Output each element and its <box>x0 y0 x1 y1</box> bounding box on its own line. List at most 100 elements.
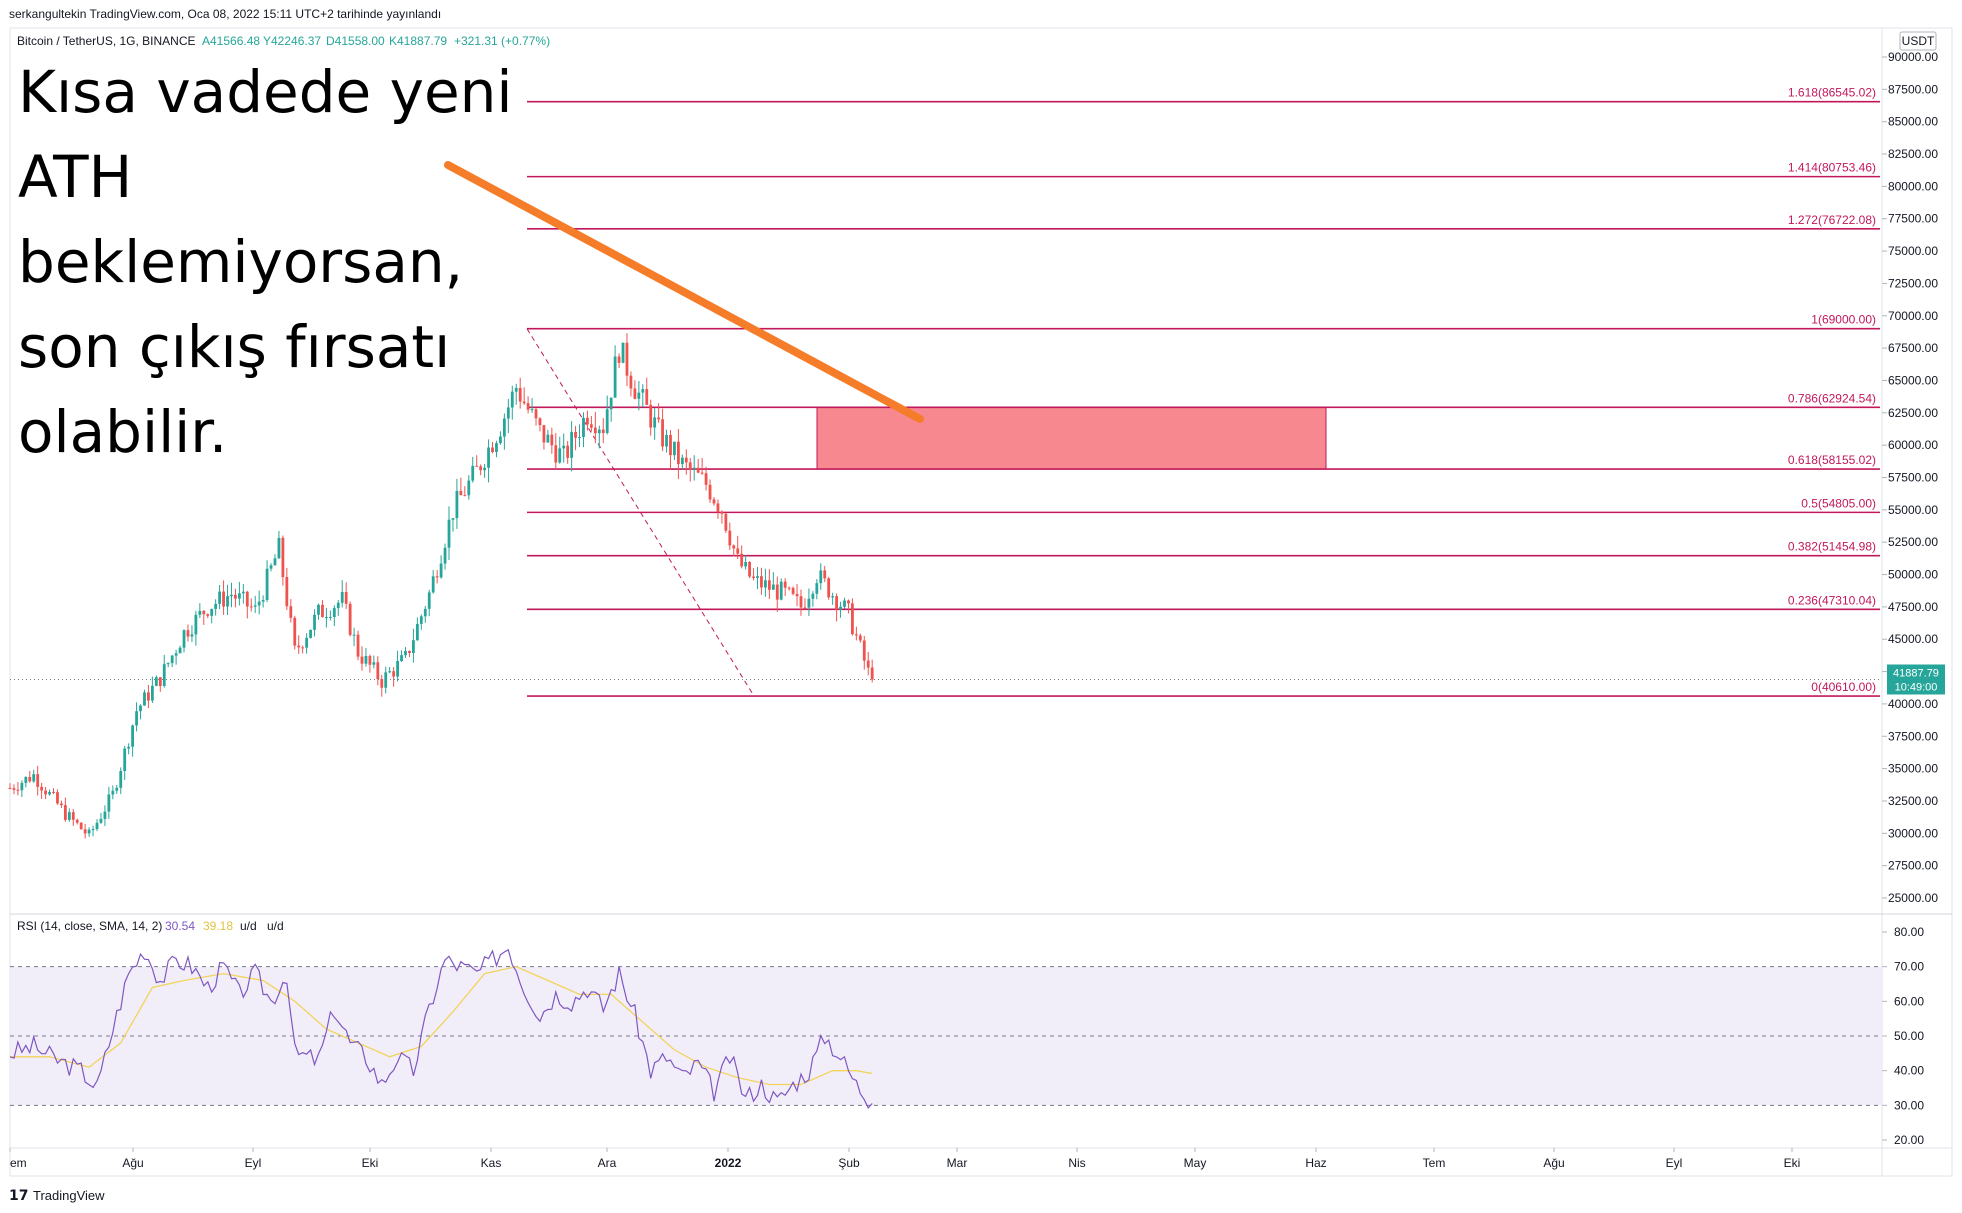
candle-body <box>625 342 629 376</box>
candle-body <box>186 630 190 637</box>
candle-body <box>419 616 423 624</box>
candle-body <box>862 640 866 661</box>
publisher-line: serkangultekin TradingView.com, Oca 08, … <box>9 7 441 21</box>
candle-body <box>546 434 550 443</box>
candle-body <box>237 593 241 599</box>
candle-body <box>305 637 309 648</box>
candle-body <box>24 776 28 783</box>
candle-body <box>787 587 791 589</box>
candle-body <box>455 490 459 519</box>
supply-zone[interactable] <box>816 406 1327 470</box>
rsi-label: RSI (14, close, SMA, 14, 2) <box>17 919 162 933</box>
candle-body <box>700 472 704 474</box>
price-tick-label: 50000.00 <box>1888 568 1938 582</box>
candle-body <box>843 600 846 607</box>
candle-body <box>479 466 483 471</box>
candle-body <box>269 565 273 569</box>
annotation-arrow[interactable] <box>444 161 924 423</box>
candle-body <box>471 465 475 481</box>
rsi-tick-label: 80.00 <box>1894 925 1924 939</box>
price-tick-label: 80000.00 <box>1888 179 1938 193</box>
candle-body <box>91 829 95 831</box>
candle-body <box>510 391 514 408</box>
price-tick-label: 70000.00 <box>1888 309 1938 323</box>
candle-body <box>688 462 692 470</box>
candle-body <box>483 467 486 471</box>
candle-body <box>317 604 320 615</box>
candle-body <box>586 417 589 425</box>
candle-body <box>194 614 198 635</box>
candle-body <box>601 429 605 433</box>
candle-body <box>597 429 601 434</box>
rsi-tick-label: 70.00 <box>1894 960 1924 974</box>
candle-body <box>360 656 364 664</box>
candle-body <box>127 746 131 749</box>
time-tick-label: 2022 <box>715 1156 742 1170</box>
candle-body <box>712 499 716 504</box>
time-tick-label: Ağu <box>1543 1156 1564 1170</box>
price-tick-label: 45000.00 <box>1888 632 1938 646</box>
candle-body <box>36 774 40 787</box>
rsi-line <box>9 948 873 1109</box>
candle-body <box>376 662 380 680</box>
candle-body <box>139 705 142 712</box>
rsi-legend: RSI (14, close, SMA, 14, 2) 30.54 39.18 … <box>17 919 284 933</box>
arrow-line[interactable] <box>444 161 924 423</box>
low-value: D41558.00 <box>326 34 385 48</box>
candle-body <box>704 473 708 485</box>
high-value: Y42246.37 <box>263 34 321 48</box>
candle-body <box>720 511 724 514</box>
last-price-value: 41887.79 <box>1893 667 1939 679</box>
candle-body <box>696 467 700 473</box>
annotation-text[interactable]: Kısa vadede yeni ATH beklemiyorsan, son … <box>18 58 513 466</box>
time-axis[interactable]: em Ağu Eyl Eki Kas Ara 2022 Şub Mar Nis May Haz Tem A… <box>9 1148 1800 1170</box>
rsi-tick-label: 40.00 <box>1894 1064 1924 1078</box>
candle-body <box>257 601 261 606</box>
candle-body <box>352 634 356 636</box>
candle-body <box>364 655 368 664</box>
candle-body <box>178 647 182 654</box>
candle-body <box>831 596 835 598</box>
candle-body <box>309 629 312 638</box>
candle-body <box>356 634 360 657</box>
candle-body <box>827 578 831 598</box>
time-tick-label: Ağu <box>122 1156 143 1170</box>
price-tick-label: 60000.00 <box>1888 438 1938 452</box>
candle-body <box>752 576 755 578</box>
price-axis[interactable]: 90000.00 87500.00 85000.00 82500.00 80000.00… <box>1882 50 1938 905</box>
annotation-line-5: olabilir. <box>18 398 227 466</box>
candle-body <box>574 431 577 438</box>
candle-body <box>835 596 838 610</box>
candle-body <box>83 829 87 834</box>
fib-level-label: 1(69000.00) <box>1811 313 1876 327</box>
candle-body <box>253 605 257 607</box>
tradingview-logo[interactable]: 17 TradingView <box>9 1188 105 1204</box>
rsi-panel <box>9 948 1882 1109</box>
candle-body <box>273 558 277 566</box>
candle-body <box>277 537 281 559</box>
ohlc-legend: Bitcoin / TetherUS, 1G, BINANCE A41566.4… <box>17 34 550 48</box>
candle-body <box>467 480 471 496</box>
price-tick-label: 87500.00 <box>1888 82 1938 96</box>
candle-body <box>71 812 75 820</box>
candle-body <box>328 617 332 619</box>
fib-retracement[interactable]: 1.618(86545.02) 1.414(80753.46) 1.272(7672… <box>10 86 1882 697</box>
candle-body <box>415 623 419 641</box>
rsi-axis[interactable]: 80.00 70.00 60.00 50.00 40.00 30.00 20.00 <box>1882 925 1924 1147</box>
candle-body <box>388 671 392 673</box>
candle-body <box>815 583 819 594</box>
candle-body <box>249 606 253 608</box>
currency-badge: USDT <box>1902 34 1935 48</box>
candle-body <box>222 591 225 607</box>
time-tick-label: Tem <box>1423 1156 1446 1170</box>
candle-body <box>593 427 597 434</box>
candle-body <box>321 604 324 618</box>
candle-body <box>202 610 206 615</box>
candle-body <box>550 434 554 446</box>
candle-body <box>756 576 759 578</box>
candlestick-series <box>8 333 874 839</box>
currency-badge-box[interactable] <box>1899 31 1937 51</box>
fib-level-label: 0.5(54805.00) <box>1801 496 1876 510</box>
candle-body <box>289 606 293 618</box>
